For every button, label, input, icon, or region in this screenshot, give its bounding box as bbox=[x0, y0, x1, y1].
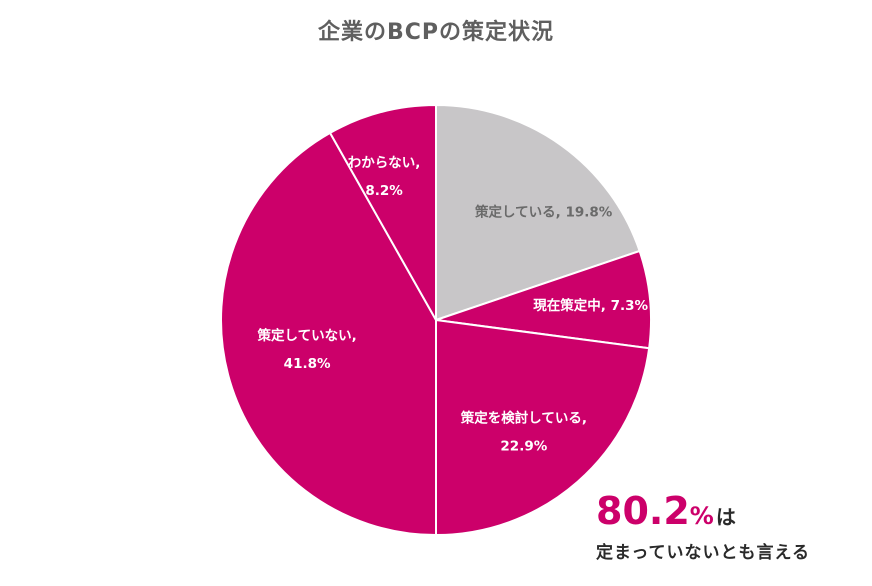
callout-unit: % bbox=[689, 502, 714, 530]
pie-slice bbox=[435, 249, 652, 350]
pie-slice bbox=[435, 103, 641, 322]
slice-label: 策定を検討している, 22.9% bbox=[461, 409, 587, 454]
chart-title: 企業のBCPの策定状況 bbox=[317, 20, 555, 45]
pie-slice bbox=[328, 103, 437, 324]
slice-label: 策定していない, 41.8% bbox=[257, 327, 356, 372]
callout-text: 定まっていないとも言える bbox=[596, 543, 810, 563]
callout: 80.2 % は 定まっていないとも言える bbox=[596, 492, 810, 563]
callout-value: 80.2 bbox=[596, 489, 690, 533]
callout-headline: 80.2 % は bbox=[596, 492, 810, 530]
callout-particle: は bbox=[715, 505, 736, 529]
slice-label: わからない, 8.2% bbox=[348, 155, 421, 199]
pie-slice bbox=[220, 131, 437, 537]
slice-label: 策定している, 19.8% bbox=[475, 204, 613, 221]
pie-slice bbox=[435, 318, 651, 537]
slice-label: 現在策定中, 7.3% bbox=[533, 297, 648, 314]
